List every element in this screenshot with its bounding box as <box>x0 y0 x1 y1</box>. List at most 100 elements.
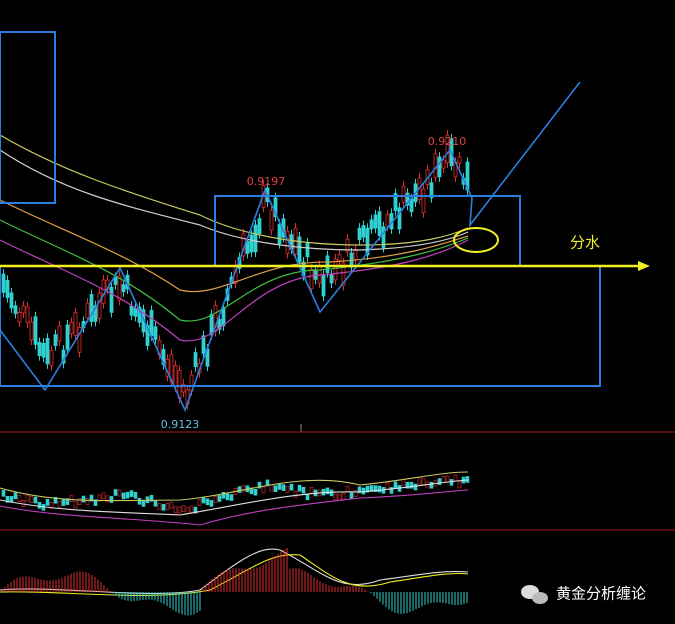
indicator-candle <box>69 495 74 502</box>
candle-body <box>401 185 406 203</box>
candle-body <box>329 274 334 284</box>
candle-body <box>341 262 346 286</box>
candle-body <box>317 265 322 284</box>
candle-body <box>149 309 154 337</box>
indicator-candle <box>409 481 414 489</box>
ma-line <box>0 134 469 246</box>
indicator-candle <box>301 486 306 494</box>
indicator-candle <box>129 490 134 497</box>
candle-body <box>437 156 442 178</box>
indicator-candle <box>229 494 234 501</box>
indicator-candle <box>77 498 82 506</box>
ma-line <box>0 149 469 251</box>
candle-body <box>21 305 26 314</box>
macd-line <box>0 548 469 595</box>
candle-body <box>153 326 158 340</box>
candle-body <box>213 305 218 332</box>
indicator-candle <box>17 495 22 503</box>
indicator-candle <box>417 477 422 485</box>
indicator-candle <box>377 485 382 493</box>
candle-body <box>441 159 446 169</box>
indicator-candle <box>357 486 362 494</box>
candle-body <box>429 182 434 199</box>
indicator-candle <box>177 506 182 514</box>
candle-body <box>129 305 134 316</box>
candle-body <box>445 134 450 164</box>
candles <box>1 130 470 515</box>
candle-body <box>325 255 330 273</box>
candle-body <box>393 193 398 211</box>
indicator-candle <box>205 498 210 506</box>
candle-body <box>405 192 410 206</box>
indicator-candle <box>437 478 442 485</box>
indicator-candle <box>441 476 446 483</box>
indicator-candle <box>125 491 130 499</box>
candle-body <box>397 207 402 230</box>
ma-line <box>0 199 469 293</box>
indicator-candle <box>137 498 142 505</box>
indicator-candle <box>457 481 462 489</box>
indicator-candle <box>285 486 290 493</box>
indicator-candle <box>281 484 286 491</box>
indicator-candle <box>193 506 198 514</box>
indicator-candle <box>373 485 378 492</box>
candle-body <box>45 338 50 365</box>
candle-body <box>133 308 138 317</box>
indicator-candle <box>349 492 354 500</box>
indicator-candle <box>37 501 42 509</box>
candle-body <box>249 234 254 253</box>
candle-body <box>145 325 150 346</box>
indicator-candle <box>25 494 30 502</box>
indicator-candle <box>157 503 162 510</box>
candle-body <box>9 292 14 309</box>
arrow-head <box>638 261 650 271</box>
indicator-candle <box>293 490 298 498</box>
indicator-candle <box>465 476 470 483</box>
indicator-candle <box>153 500 158 507</box>
indicator-line <box>0 479 469 516</box>
indicator-candle <box>257 481 262 489</box>
indicator-candle <box>261 486 266 494</box>
candle-body <box>361 225 366 238</box>
indicator-candle <box>353 490 358 497</box>
indicator-candle <box>333 493 338 501</box>
candle-body <box>109 286 114 313</box>
indicator-candle <box>209 500 214 507</box>
candle-body <box>209 313 214 336</box>
indicator-candle <box>453 474 458 482</box>
candle-body <box>33 316 38 345</box>
candle-body <box>17 312 22 323</box>
candle-body <box>57 325 62 342</box>
indicator-candle <box>413 483 418 491</box>
candle-body <box>245 240 250 254</box>
candle-body <box>313 269 318 280</box>
candle-body <box>193 352 198 368</box>
indicator-candle <box>241 485 246 492</box>
indicator-candle <box>401 479 406 486</box>
indicator-candle <box>225 493 230 501</box>
candle-body <box>89 294 94 322</box>
candle-body <box>25 306 30 324</box>
indicator-candle <box>329 489 334 497</box>
candle-body <box>41 342 46 358</box>
indicator-candle <box>309 486 314 494</box>
candle-body <box>365 227 370 256</box>
candle-body <box>1 273 6 293</box>
candle-body <box>85 302 90 319</box>
candle-body <box>333 258 338 281</box>
watermark: 黄金分析缠论 <box>521 585 646 604</box>
indicator-candle <box>109 496 114 503</box>
candle-body <box>353 250 358 261</box>
indicator-candle <box>385 482 390 490</box>
candle-body <box>337 254 342 262</box>
indicator-candle <box>133 492 138 499</box>
indicator-line <box>0 471 469 502</box>
indicator-candle <box>237 486 242 493</box>
indicator-candle <box>81 495 86 503</box>
candle-body <box>49 350 54 366</box>
indicator-candle <box>269 484 274 492</box>
indicator-candle <box>1 490 6 497</box>
indicator-candle <box>33 496 38 504</box>
